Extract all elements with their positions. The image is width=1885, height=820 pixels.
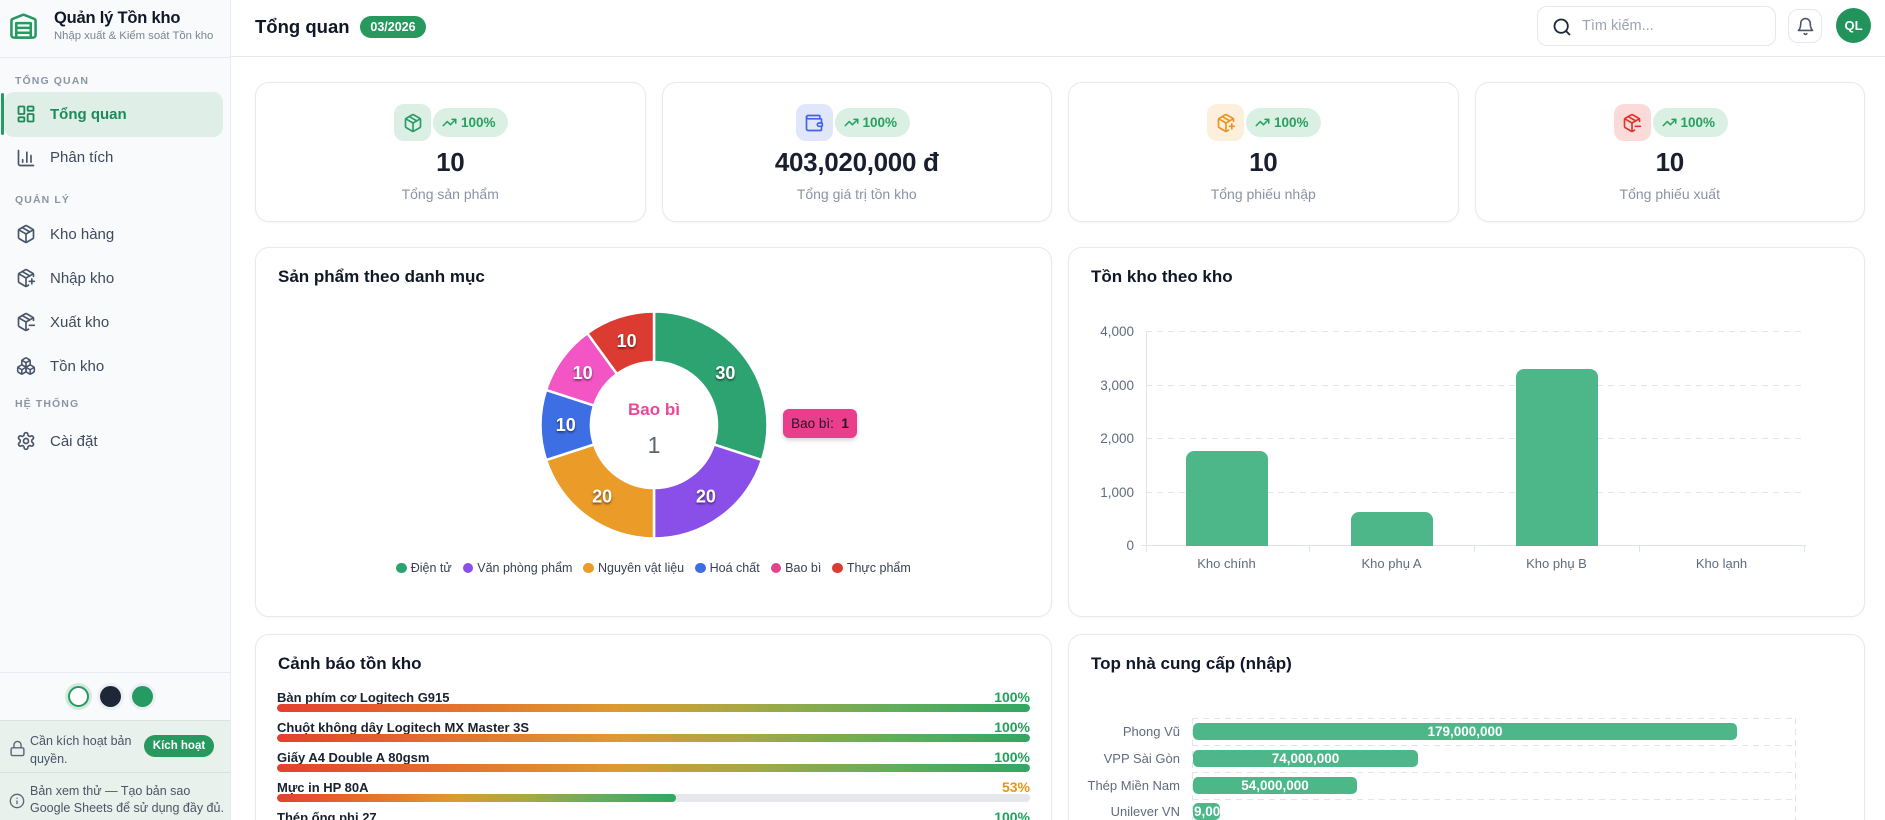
svg-text:10: 10 bbox=[573, 363, 593, 383]
svg-text:10: 10 bbox=[556, 415, 576, 435]
svg-text:20: 20 bbox=[592, 486, 612, 506]
svg-text:30: 30 bbox=[715, 363, 735, 383]
svg-text:20: 20 bbox=[696, 486, 716, 506]
svg-text:10: 10 bbox=[617, 331, 637, 351]
